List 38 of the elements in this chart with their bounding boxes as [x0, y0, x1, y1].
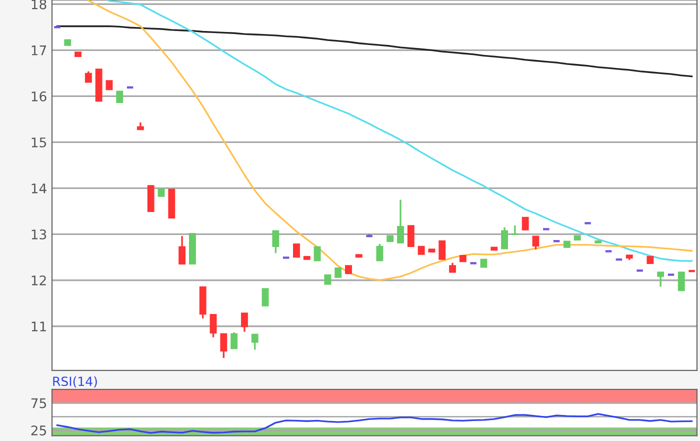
candlestick [178, 235, 186, 265]
candlestick [262, 288, 269, 306]
candlestick [407, 225, 414, 248]
y-tick-label: 25 [31, 425, 46, 436]
candlestick [449, 262, 456, 274]
candlestick [220, 332, 228, 359]
y-tick-label: 13 [32, 229, 46, 240]
candlestick [438, 240, 446, 260]
y-tick-label: 14 [32, 184, 46, 194]
line-series [56, 25, 693, 78]
candlestick [397, 198, 404, 244]
line-series [56, 413, 693, 434]
candlestick [240, 312, 248, 333]
candlestick [230, 331, 238, 350]
candlestick [314, 246, 321, 262]
candlestick [532, 235, 540, 250]
candlestick [272, 230, 280, 254]
y-tick-label: 17 [32, 46, 46, 56]
y-tick-label: 15 [32, 138, 46, 148]
candlestick [376, 243, 384, 262]
candlestick [501, 226, 508, 250]
y-tick-label: 75 [31, 398, 46, 408]
y-tick-label: 16 [32, 91, 46, 102]
candlestick [210, 313, 217, 338]
candlestick [657, 271, 664, 288]
candlestick [511, 224, 518, 236]
candlestick [293, 244, 300, 258]
candlestick [84, 70, 92, 84]
chart-title: RSI(14) [53, 376, 97, 388]
candlestick [324, 274, 332, 285]
y-tick-label: 12 [32, 275, 46, 286]
candlestick [678, 272, 685, 292]
candlestick [522, 216, 529, 231]
candlestick [116, 90, 124, 103]
candlestick [334, 267, 342, 278]
candlestick [251, 333, 258, 351]
candlestick [106, 80, 113, 90]
y-tick-label: 11 [32, 322, 46, 332]
